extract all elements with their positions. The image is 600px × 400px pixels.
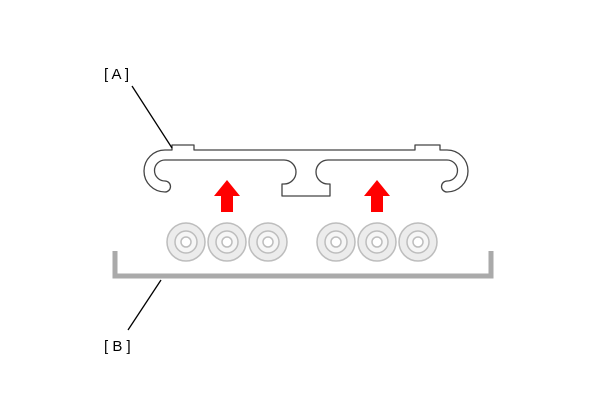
ring-part	[358, 223, 396, 261]
ring-part	[249, 223, 287, 261]
label-part-a: [ A ]	[104, 66, 129, 83]
ring-part	[317, 223, 355, 261]
label-part-b: [ B ]	[104, 338, 131, 355]
ring-part	[167, 223, 205, 261]
callout-line-a	[132, 86, 172, 148]
up-arrow-icon	[214, 180, 240, 212]
ring-part	[208, 223, 246, 261]
holder-clip-outline	[144, 145, 468, 196]
up-arrow-icon	[364, 180, 390, 212]
callout-line-b	[128, 280, 161, 330]
ring-part	[399, 223, 437, 261]
